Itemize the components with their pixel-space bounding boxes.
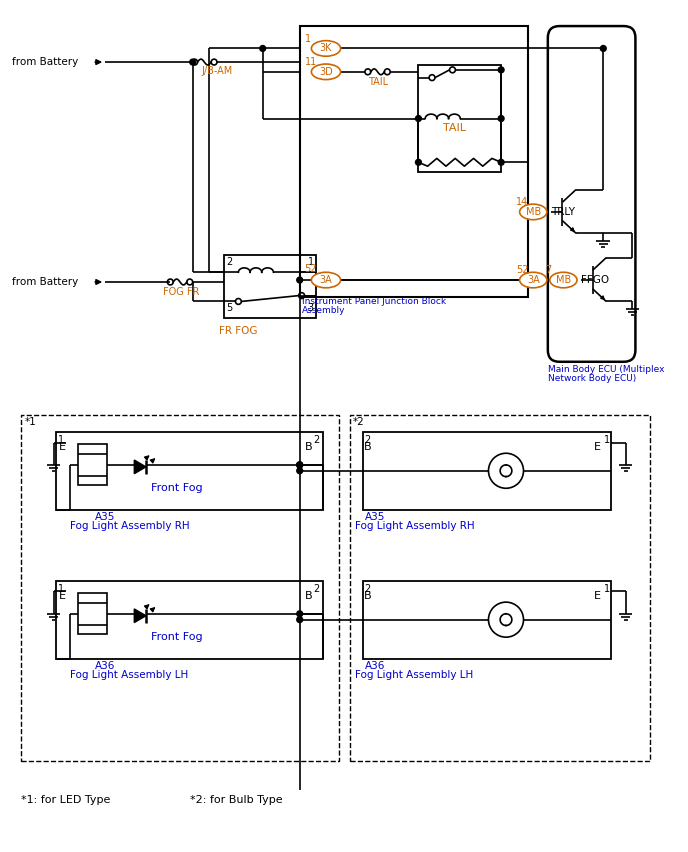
Bar: [363, 581, 611, 659]
Polygon shape: [134, 460, 146, 474]
Circle shape: [297, 462, 303, 468]
Polygon shape: [134, 609, 146, 623]
Text: 2: 2: [313, 584, 320, 594]
Bar: [21, 415, 338, 761]
Text: 52: 52: [305, 264, 317, 274]
Text: 3: 3: [308, 303, 314, 314]
Text: 2: 2: [313, 435, 320, 445]
Text: 1: 1: [604, 584, 610, 594]
Text: Fog Light Assembly LH: Fog Light Assembly LH: [70, 671, 189, 680]
Text: Front Fog: Front Fog: [151, 483, 202, 493]
Text: from Battery: from Battery: [12, 277, 78, 287]
Text: 52: 52: [516, 265, 528, 275]
Text: 2: 2: [364, 435, 370, 445]
Text: 1: 1: [604, 435, 610, 445]
Circle shape: [416, 116, 421, 122]
Circle shape: [260, 45, 266, 51]
Text: 2: 2: [226, 256, 232, 267]
Text: Front Fog: Front Fog: [151, 632, 202, 642]
Circle shape: [297, 462, 303, 468]
Bar: [78, 445, 107, 486]
Text: 3K: 3K: [320, 43, 332, 54]
Text: Fog Light Assembly RH: Fog Light Assembly RH: [70, 521, 190, 532]
Text: FOG FR: FOG FR: [164, 287, 200, 296]
Bar: [224, 255, 316, 318]
Ellipse shape: [519, 204, 547, 220]
Text: E: E: [594, 591, 601, 602]
Text: FR FOG: FR FOG: [219, 325, 257, 336]
Text: from Battery: from Battery: [12, 57, 78, 67]
Text: Assembly: Assembly: [301, 306, 345, 314]
Text: 1: 1: [58, 435, 65, 445]
Ellipse shape: [312, 273, 341, 288]
Text: 1: 1: [305, 34, 311, 43]
Text: 5: 5: [226, 303, 232, 314]
Bar: [300, 26, 528, 296]
Circle shape: [297, 468, 303, 474]
Bar: [363, 432, 611, 509]
Circle shape: [498, 159, 504, 165]
Text: Main Body ECU (Multiplex: Main Body ECU (Multiplex: [548, 365, 665, 374]
Text: TRLY: TRLY: [551, 207, 574, 217]
Text: 1: 1: [58, 584, 65, 594]
Text: *1: *1: [24, 417, 36, 427]
Text: 3A: 3A: [527, 275, 539, 285]
Text: 3D: 3D: [319, 66, 333, 77]
Circle shape: [297, 611, 303, 617]
Ellipse shape: [550, 273, 577, 288]
Text: *1: for LED Type: *1: for LED Type: [21, 795, 111, 804]
Ellipse shape: [519, 273, 547, 288]
Text: E: E: [594, 442, 601, 452]
Text: B: B: [364, 442, 372, 452]
Ellipse shape: [312, 64, 341, 79]
Text: TAIL: TAIL: [368, 77, 388, 87]
Circle shape: [297, 277, 303, 283]
Text: *2: *2: [353, 417, 365, 427]
Text: MB: MB: [556, 275, 571, 285]
Bar: [78, 593, 107, 634]
Circle shape: [498, 67, 504, 72]
Text: 14: 14: [516, 197, 528, 207]
Text: B: B: [364, 591, 372, 602]
Text: 7: 7: [545, 265, 551, 275]
Circle shape: [297, 617, 303, 623]
Text: FFGO: FFGO: [581, 275, 609, 285]
Text: A36: A36: [365, 661, 385, 671]
Circle shape: [601, 45, 606, 51]
Text: 2: 2: [364, 584, 370, 594]
Text: B: B: [305, 591, 312, 602]
Circle shape: [297, 462, 303, 468]
Circle shape: [498, 116, 504, 122]
Text: A35: A35: [96, 512, 116, 522]
Circle shape: [416, 159, 421, 165]
Text: 1: 1: [308, 256, 314, 267]
Text: MB: MB: [526, 207, 541, 217]
Text: E: E: [58, 442, 65, 452]
Text: Fog Light Assembly LH: Fog Light Assembly LH: [355, 671, 473, 680]
Text: Network Body ECU): Network Body ECU): [548, 374, 636, 383]
Text: A36: A36: [96, 661, 116, 671]
Text: A35: A35: [365, 512, 385, 522]
Text: 3A: 3A: [320, 275, 332, 285]
Text: Fog Light Assembly RH: Fog Light Assembly RH: [355, 521, 475, 532]
Circle shape: [190, 59, 195, 65]
Bar: [56, 581, 323, 659]
Text: J/B-AM: J/B-AM: [202, 66, 233, 76]
Text: E: E: [58, 591, 65, 602]
Text: Instrument Panel Junction Block: Instrument Panel Junction Block: [301, 297, 446, 306]
Bar: [350, 415, 650, 761]
Bar: [418, 65, 501, 172]
Text: B: B: [305, 442, 312, 452]
Bar: [56, 432, 323, 509]
Text: *2: for Bulb Type: *2: for Bulb Type: [190, 795, 282, 804]
Text: TAIL: TAIL: [443, 124, 466, 133]
Ellipse shape: [312, 41, 341, 56]
Text: 11: 11: [305, 57, 316, 67]
